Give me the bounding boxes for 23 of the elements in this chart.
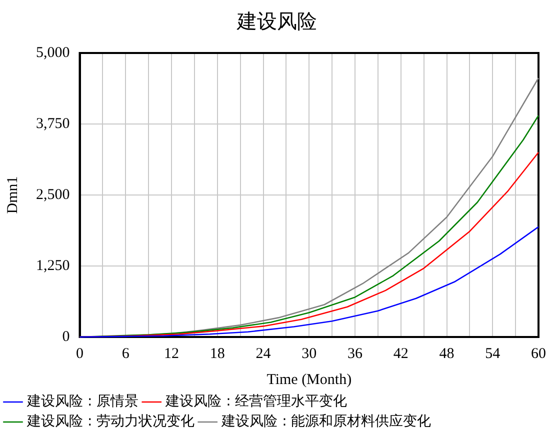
x-tick-label: 48 xyxy=(439,346,454,362)
x-tick-label: 24 xyxy=(256,346,272,362)
legend-label: 建设风险 : 劳动力状况变化 xyxy=(26,414,195,430)
x-tick-label: 42 xyxy=(393,346,408,362)
x-tick-label: 60 xyxy=(531,346,546,362)
x-tick-label: 54 xyxy=(485,346,501,362)
x-tick-label: 36 xyxy=(348,346,363,362)
x-tick-label: 0 xyxy=(76,346,84,362)
y-tick-label: 0 xyxy=(62,328,70,345)
legend-label: 建设风险 : 能源和原材料供应变化 xyxy=(220,414,432,430)
legend-label: 建设风险 : 经营管理水平变化 xyxy=(164,394,348,410)
y-tick-label: 1,250 xyxy=(36,258,70,274)
y-axis-title: Dmn1 xyxy=(4,176,21,214)
x-tick-label: 18 xyxy=(210,346,225,362)
chart-title: 建设风险 xyxy=(236,8,318,34)
y-tick-label: 2,500 xyxy=(36,186,70,203)
x-tick-label: 12 xyxy=(164,346,179,362)
x-tick-label: 30 xyxy=(302,346,317,362)
x-axis-title: Time (Month) xyxy=(266,372,352,388)
y-tick-label: 3,750 xyxy=(36,116,70,132)
y-tick-label: 5,000 xyxy=(36,44,70,61)
x-tick-label: 6 xyxy=(122,346,130,362)
legend-label: 建设风险 : 原情景 xyxy=(26,394,139,410)
